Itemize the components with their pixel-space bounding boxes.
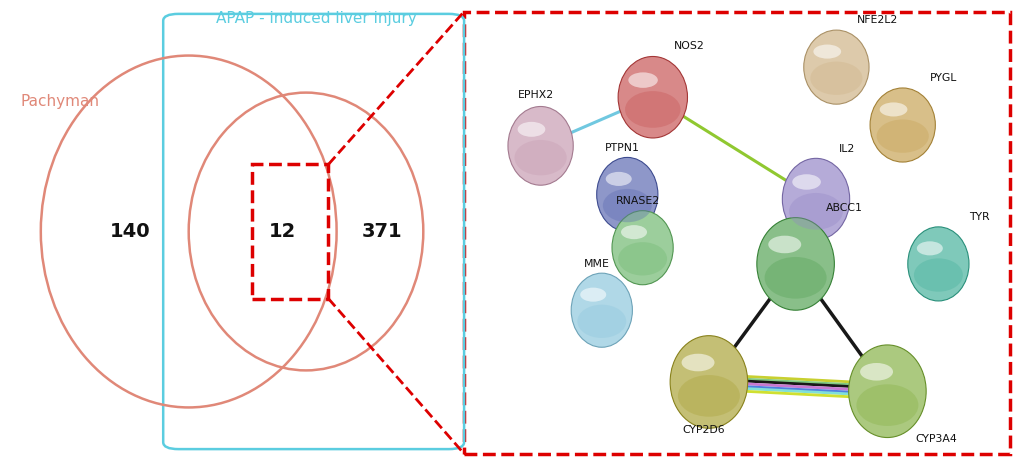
Ellipse shape [571, 273, 632, 347]
Ellipse shape [875, 119, 928, 153]
Ellipse shape [913, 258, 962, 292]
Text: PYGL: PYGL [929, 73, 956, 83]
Ellipse shape [507, 106, 573, 185]
Ellipse shape [907, 227, 968, 301]
Ellipse shape [848, 345, 925, 438]
Ellipse shape [859, 363, 893, 381]
Text: 140: 140 [110, 222, 151, 241]
Ellipse shape [596, 157, 657, 232]
Text: IL2: IL2 [838, 144, 854, 154]
Ellipse shape [625, 91, 680, 128]
Text: CYP2D6: CYP2D6 [682, 425, 725, 435]
Ellipse shape [618, 242, 666, 275]
Ellipse shape [916, 241, 942, 256]
Text: NOS2: NOS2 [674, 41, 704, 51]
Text: PTPN1: PTPN1 [604, 143, 639, 153]
Ellipse shape [517, 122, 545, 137]
Ellipse shape [669, 336, 747, 428]
Ellipse shape [580, 288, 605, 302]
Text: ABCC1: ABCC1 [825, 203, 862, 213]
Ellipse shape [628, 72, 657, 88]
Ellipse shape [611, 211, 673, 285]
Ellipse shape [577, 305, 626, 338]
Ellipse shape [789, 193, 842, 230]
Ellipse shape [878, 102, 907, 117]
Ellipse shape [756, 218, 834, 310]
Ellipse shape [618, 56, 687, 138]
Text: Pachyman: Pachyman [20, 94, 99, 109]
Text: EPHX2: EPHX2 [517, 90, 553, 100]
Text: RNASE2: RNASE2 [614, 196, 659, 206]
FancyBboxPatch shape [464, 12, 1009, 454]
Text: 371: 371 [362, 222, 403, 241]
Text: NFE2L2: NFE2L2 [856, 15, 897, 25]
Ellipse shape [764, 257, 825, 299]
Text: 12: 12 [269, 222, 296, 241]
Ellipse shape [856, 384, 917, 426]
Ellipse shape [792, 174, 820, 190]
Ellipse shape [681, 354, 714, 371]
Ellipse shape [803, 30, 868, 104]
Ellipse shape [809, 62, 862, 95]
Ellipse shape [782, 158, 849, 240]
Ellipse shape [678, 375, 739, 417]
Ellipse shape [514, 140, 567, 175]
Text: CYP3A4: CYP3A4 [915, 434, 956, 444]
Ellipse shape [812, 44, 841, 59]
Ellipse shape [767, 236, 801, 253]
Text: TYR: TYR [968, 212, 988, 222]
Text: APAP - induced liver injury: APAP - induced liver injury [216, 11, 416, 26]
Ellipse shape [869, 88, 934, 162]
Ellipse shape [621, 225, 646, 239]
Ellipse shape [605, 172, 631, 186]
Ellipse shape [602, 189, 651, 222]
Text: MME: MME [583, 258, 609, 269]
